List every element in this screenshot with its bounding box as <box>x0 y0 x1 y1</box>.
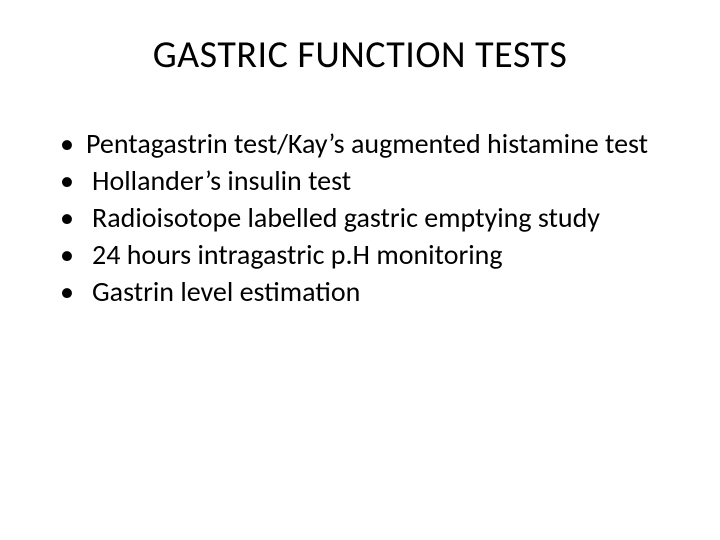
list-item: Hollander’s insulin test <box>60 163 680 198</box>
bullet-list: Pentagastrin test/Kay’s augmented histam… <box>40 126 680 309</box>
bullet-text: Radioisotope labelled gastric emptying s… <box>86 200 600 235</box>
list-item: Pentagastrin test/Kay’s augmented histam… <box>60 126 680 161</box>
slide-title: GASTRIC FUNCTION TESTS <box>40 32 680 78</box>
list-item: Radioisotope labelled gastric emptying s… <box>60 200 680 235</box>
bullet-text: Hollander’s insulin test <box>86 163 351 198</box>
list-item: 24 hours intragastric p.H monitoring <box>60 237 680 272</box>
bullet-text: Pentagastrin test/Kay’s augmented histam… <box>86 126 648 161</box>
slide: GASTRIC FUNCTION TESTS Pentagastrin test… <box>0 0 720 540</box>
bullet-text: Gastrin level estimation <box>86 274 360 309</box>
list-item: Gastrin level estimation <box>60 274 680 309</box>
bullet-text: 24 hours intragastric p.H monitoring <box>86 237 503 272</box>
